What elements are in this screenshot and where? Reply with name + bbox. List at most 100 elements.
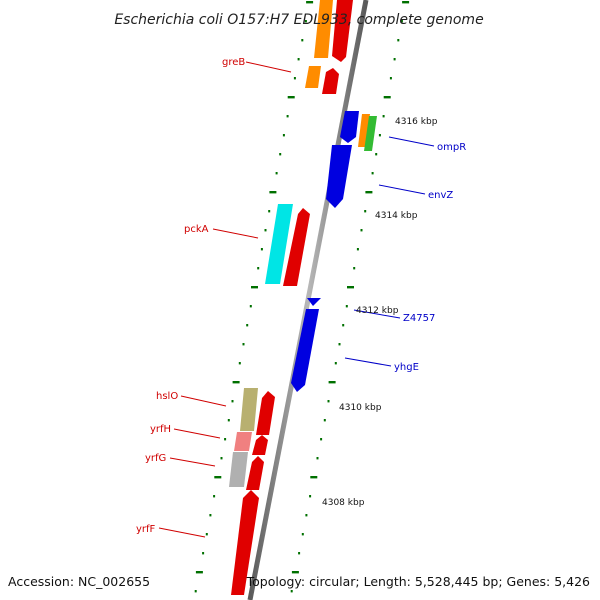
gene-label-Z4757[interactable]: Z4757 [403, 313, 435, 324]
tick-mark-left [306, 1, 314, 4]
tick-mark-right [393, 58, 396, 61]
gene-label-yrfF[interactable]: yrfF [136, 524, 156, 535]
tick-mark-left [209, 514, 212, 517]
tick-tracks [194, 1, 410, 593]
connector-hslO [180, 395, 227, 407]
tick-mark-right [383, 96, 391, 99]
tick-mark-right [320, 438, 323, 441]
genome-backbone [247, 0, 369, 600]
kbp-label-4312: 4312 kbp [356, 306, 399, 316]
gene-greB [322, 68, 339, 94]
tick-mark-left [286, 115, 289, 118]
gene-label-yrfH[interactable]: yrfH [150, 424, 171, 435]
tick-mark-right [298, 552, 301, 555]
tick-mark-right [305, 514, 308, 517]
tick-mark-right [360, 229, 363, 232]
tick-mark-right [310, 476, 318, 479]
features [229, 0, 377, 595]
tick-mark-left [194, 590, 197, 593]
gene-label-yhgE[interactable]: yhgE [394, 362, 419, 373]
gene-label-yrfG[interactable]: yrfG [145, 453, 166, 464]
tick-mark-left [220, 457, 223, 460]
tick-mark-right [389, 77, 392, 80]
tick-mark-left [304, 20, 307, 23]
gene-labels-right: ompR envZ Z4757 yhgE [394, 142, 466, 373]
connector-yrfF [158, 527, 206, 538]
tick-mark-right [328, 381, 336, 384]
tick-mark-right [347, 286, 354, 289]
kbp-label-4310: 4310 kbp [339, 403, 382, 413]
tick-mark-left [251, 286, 258, 289]
tick-mark-right [345, 305, 348, 308]
tick-mark-right [400, 20, 403, 23]
tick-mark-right [364, 210, 367, 213]
tick-mark-right [309, 495, 312, 498]
tick-mark-right [353, 267, 356, 270]
gene-label-ompR[interactable]: ompR [437, 142, 466, 153]
tick-mark-left [242, 343, 245, 346]
connector-yrfG [169, 457, 216, 467]
connector-envZ [378, 184, 426, 195]
gene-yrfF [231, 490, 259, 595]
tick-mark-right [375, 153, 378, 156]
gene-envZ [326, 145, 352, 208]
tick-mark-left [227, 419, 230, 422]
gene-label-greB[interactable]: greB [222, 57, 245, 68]
tick-mark-left [287, 96, 295, 99]
connector-greB [245, 61, 292, 73]
tick-mark-left [195, 571, 203, 574]
gene-orange-top [314, 0, 333, 58]
gene-pckA [283, 208, 310, 286]
tick-mark-left [282, 134, 285, 137]
gene-label-envZ[interactable]: envZ [428, 190, 453, 201]
tick-mark-left [268, 210, 271, 213]
gene-gray [229, 452, 248, 487]
tick-mark-right [382, 115, 385, 118]
tick-mark-right [327, 400, 330, 403]
kbp-label-4314: 4314 kbp [375, 211, 418, 221]
connector-Z4757 [353, 309, 401, 319]
connector-ompR [388, 136, 435, 147]
topology-text: Topology: circular; Length: 5,528,445 bp… [246, 574, 590, 589]
tick-mark-right [291, 571, 299, 574]
tick-mark-left [260, 248, 263, 251]
tick-mark-right [316, 457, 319, 460]
kbp-label-4316: 4316 kbp [395, 117, 438, 127]
tick-mark-left [249, 305, 252, 308]
gene-yrfH [252, 435, 268, 455]
tick-mark-right [342, 324, 345, 327]
gene-hslO [256, 391, 275, 435]
gene-label-hslO[interactable]: hslO [156, 391, 178, 402]
tick-mark-left [224, 438, 227, 441]
gene-red-top [332, 0, 353, 62]
tick-mark-right [290, 590, 293, 593]
tick-mark-left [293, 77, 296, 80]
gene-olive [240, 388, 258, 431]
tick-mark-left [238, 362, 241, 365]
gene-label-pckA[interactable]: pckA [184, 224, 209, 235]
label-connectors [158, 61, 435, 538]
tick-mark-left [301, 39, 304, 42]
tick-mark-left [257, 267, 260, 270]
tick-mark-right [365, 191, 373, 194]
tick-mark-left [202, 552, 205, 555]
tick-mark-right [397, 39, 400, 42]
tick-mark-right [334, 362, 337, 365]
tick-mark-left [275, 172, 278, 175]
tick-mark-left [232, 381, 240, 384]
tick-mark-right [301, 533, 304, 536]
page-title: Escherichia coli O157:H7 EDL933, complet… [114, 12, 483, 28]
tick-mark-left [213, 495, 216, 498]
tick-mark-left [264, 229, 267, 232]
tick-mark-left [279, 153, 282, 156]
tick-mark-right [356, 248, 359, 251]
accession-text: Accession: NC_002655 [8, 574, 150, 589]
gene-labels-left: greB pckA hslO yrfH yrfG yrfF [136, 57, 245, 535]
gene-ompR [340, 111, 359, 143]
tick-mark-right [402, 1, 410, 4]
gene-yrfG [246, 456, 264, 490]
tick-mark-left [205, 533, 208, 536]
tick-mark-right [338, 343, 341, 346]
tick-mark-right [323, 419, 326, 422]
